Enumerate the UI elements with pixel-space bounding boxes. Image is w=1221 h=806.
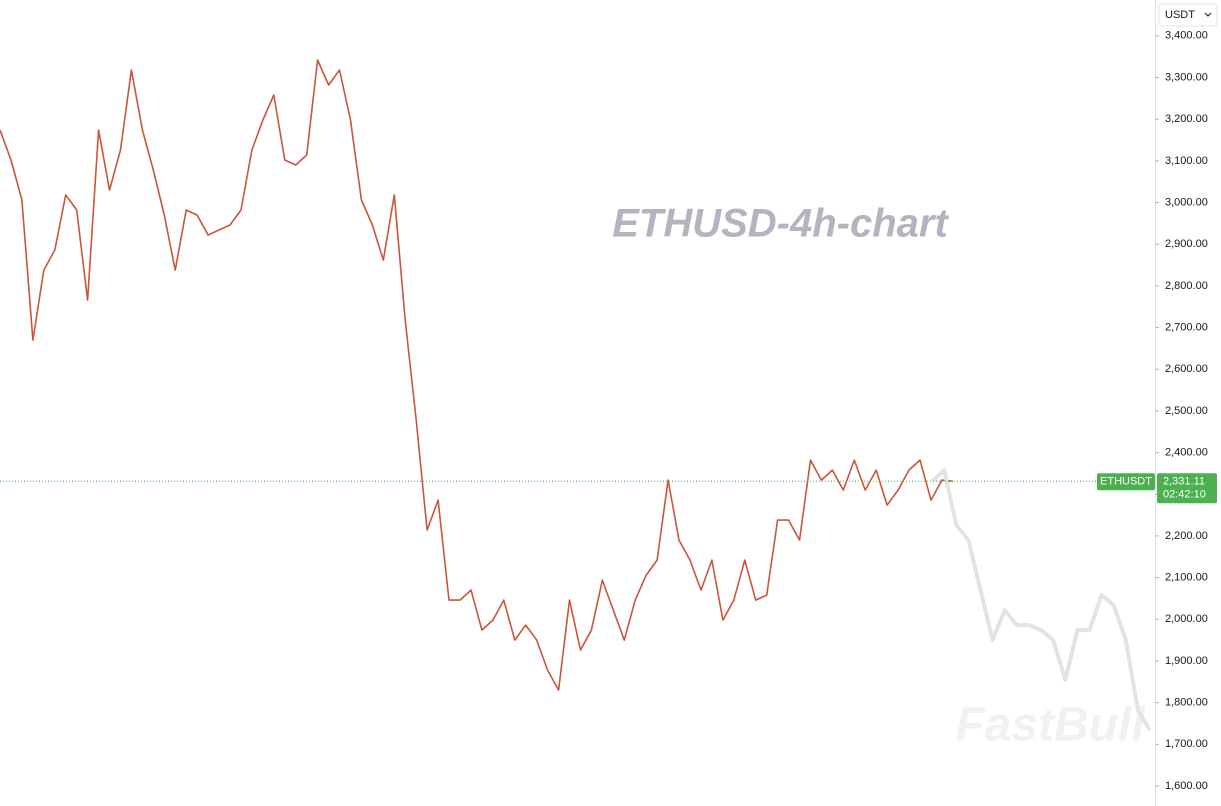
y-tick-label: 2,700.00: [1165, 321, 1208, 333]
y-tick-label: 2,600.00: [1165, 363, 1208, 375]
y-tick-label: 2,900.00: [1165, 238, 1208, 250]
y-tick-label: 1,900.00: [1165, 655, 1208, 667]
y-tick-label: 3,400.00: [1165, 30, 1208, 42]
price-line: [0, 59, 953, 691]
y-tick-label: 3,100.00: [1165, 155, 1208, 167]
y-tick-label: 2,400.00: [1165, 446, 1208, 458]
symbol-label: ETHUSDT: [1100, 476, 1152, 488]
y-tick-label: 3,200.00: [1165, 113, 1208, 125]
price-line: [930, 468, 1152, 732]
price-tag: [1157, 473, 1217, 504]
chart-title: ETHUSD-4h-chart: [612, 202, 949, 246]
watermark: FastBull: [955, 699, 1146, 752]
currency-select[interactable]: [1158, 3, 1218, 27]
y-tick-label: 2,800.00: [1165, 280, 1208, 292]
countdown-label: 02:42:10: [1163, 489, 1206, 501]
y-tick-label: 3,000.00: [1165, 196, 1208, 208]
y-tick-label: 2,000.00: [1165, 613, 1208, 625]
y-tick-label: 1,600.00: [1165, 780, 1208, 792]
y-tick-label: 2,100.00: [1165, 572, 1208, 584]
y-tick-label: 1,700.00: [1165, 738, 1208, 750]
dropdown-caret: [1204, 12, 1212, 17]
price-label: 2,331.11: [1163, 476, 1205, 488]
currency-label: USDT: [1165, 9, 1195, 21]
y-tick-label: 2,200.00: [1165, 530, 1208, 542]
y-tick-label: 2,500.00: [1165, 405, 1208, 417]
y-tick-label: 1,800.00: [1165, 697, 1208, 709]
y-tick-label: 3,300.00: [1165, 71, 1208, 83]
symbol-tag: [1097, 473, 1155, 491]
